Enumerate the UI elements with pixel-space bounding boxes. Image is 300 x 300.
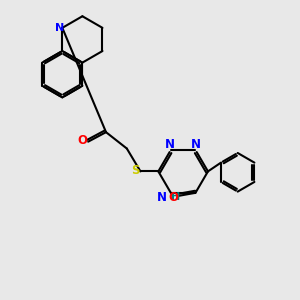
Text: S: S [131,164,140,177]
Text: N: N [55,23,64,33]
Text: N: N [165,138,175,151]
Text: N: N [191,138,201,151]
Text: O: O [169,191,179,204]
Text: O: O [78,134,88,147]
Text: N: N [157,191,167,204]
Text: H: H [171,192,181,202]
